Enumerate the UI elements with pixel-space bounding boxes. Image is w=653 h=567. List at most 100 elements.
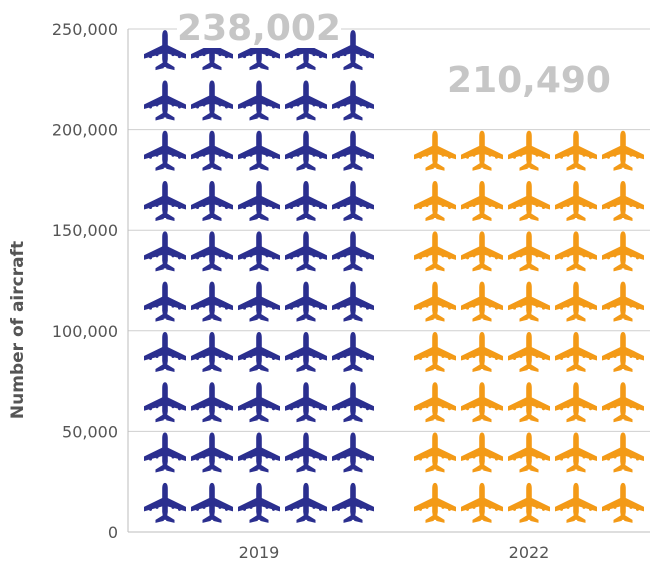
airplane-icon (285, 181, 327, 222)
airplane-icon (238, 281, 280, 322)
y-tick-label: 0 (108, 523, 118, 542)
airplane-icon (144, 130, 186, 171)
airplane-icon (555, 482, 597, 523)
airplane-icon (461, 231, 503, 272)
airplane-icon (238, 130, 280, 171)
airplane-icon (144, 382, 186, 423)
x-tick-label: 2022 (509, 543, 550, 562)
airplane-icon (332, 432, 374, 473)
airplane-icon (414, 432, 456, 473)
airplane-icon (332, 231, 374, 272)
airplane-icon (238, 181, 280, 222)
pictograph-column-2019 (144, 30, 374, 523)
airplane-icon (285, 130, 327, 171)
airplane-icon (461, 181, 503, 222)
airplane-icon (461, 482, 503, 523)
airplane-icon (144, 80, 186, 121)
airplane-icon (144, 331, 186, 372)
value-label-background (447, 60, 611, 100)
airplane-icon (555, 382, 597, 423)
airplane-icon (414, 130, 456, 171)
airplane-icon (461, 382, 503, 423)
airplane-icon (414, 231, 456, 272)
airplane-icon (555, 281, 597, 322)
airplane-icon (238, 231, 280, 272)
y-tick-label: 100,000 (52, 322, 118, 341)
airplane-icon (191, 432, 233, 473)
x-axis: 2019 2022 (128, 531, 650, 562)
airplane-icon (602, 281, 644, 322)
plot-area (144, 30, 644, 523)
airplane-icon (285, 80, 327, 121)
airplane-icon (191, 130, 233, 171)
airplane-icon (238, 432, 280, 473)
airplane-icon (555, 432, 597, 473)
airplane-icon (238, 382, 280, 423)
airplane-icon (602, 482, 644, 523)
airplane-icon (285, 482, 327, 523)
airplane-icon (602, 382, 644, 423)
airplane-icon (508, 281, 550, 322)
airplane-icon (285, 331, 327, 372)
y-tick-label: 250,000 (52, 20, 118, 39)
airplane-icon (602, 231, 644, 272)
airplane-icon (144, 231, 186, 272)
airplane-icon (414, 331, 456, 372)
value-labels: 238,002 210,490 (177, 8, 611, 101)
airplane-icon (332, 80, 374, 121)
airplane-icon (332, 181, 374, 222)
y-axis: 0 50,000 100,000 150,000 200,000 250,000 (52, 20, 129, 542)
airplane-icon (285, 432, 327, 473)
airplane-icon (555, 181, 597, 222)
airplane-icon (332, 130, 374, 171)
y-axis-title: Number of aircraft (8, 241, 28, 419)
airplane-icon (508, 331, 550, 372)
airplane-icon (238, 80, 280, 121)
airplane-icon (461, 432, 503, 473)
airplane-icon (191, 181, 233, 222)
airplane-icon (414, 382, 456, 423)
airplane-icon (414, 281, 456, 322)
airplane-icon (191, 281, 233, 322)
airplane-icon (508, 181, 550, 222)
airplane-icon (285, 382, 327, 423)
airplane-icon (144, 432, 186, 473)
airplane-icon (191, 382, 233, 423)
value-label-2022: 210,490 (447, 60, 611, 101)
airplane-icon (508, 130, 550, 171)
airplane-icon (238, 482, 280, 523)
airplane-icon (191, 482, 233, 523)
airplane-icon (508, 432, 550, 473)
pictograph-column-2022 (414, 130, 644, 523)
airplane-icon (332, 382, 374, 423)
value-label-2019: 238,002 (177, 8, 341, 49)
airplane-icon (144, 181, 186, 222)
airplane-icon (555, 331, 597, 372)
airplane-icon (285, 231, 327, 272)
airplane-icon (461, 331, 503, 372)
airplane-icon (508, 482, 550, 523)
airplane-icon (414, 482, 456, 523)
airplane-icon (191, 231, 233, 272)
airplane-icon (461, 281, 503, 322)
y-tick-label: 200,000 (52, 121, 118, 140)
airplane-icon (414, 181, 456, 222)
airplane-icon (602, 181, 644, 222)
y-tick-label: 50,000 (62, 422, 118, 441)
airplane-icon (602, 432, 644, 473)
y-tick-label: 150,000 (52, 221, 118, 240)
airplane-icon (555, 130, 597, 171)
airplane-icon (602, 331, 644, 372)
airplane-icon (191, 80, 233, 121)
airplane-icon (144, 281, 186, 322)
airplane-icon (332, 331, 374, 372)
airplane-icon (285, 281, 327, 322)
x-tick-label: 2019 (239, 543, 280, 562)
airplane-icon (461, 130, 503, 171)
airplane-icon (508, 382, 550, 423)
value-label-background (177, 8, 341, 48)
airplane-icon (602, 130, 644, 171)
airplane-icon (191, 331, 233, 372)
airplane-icon (332, 281, 374, 322)
